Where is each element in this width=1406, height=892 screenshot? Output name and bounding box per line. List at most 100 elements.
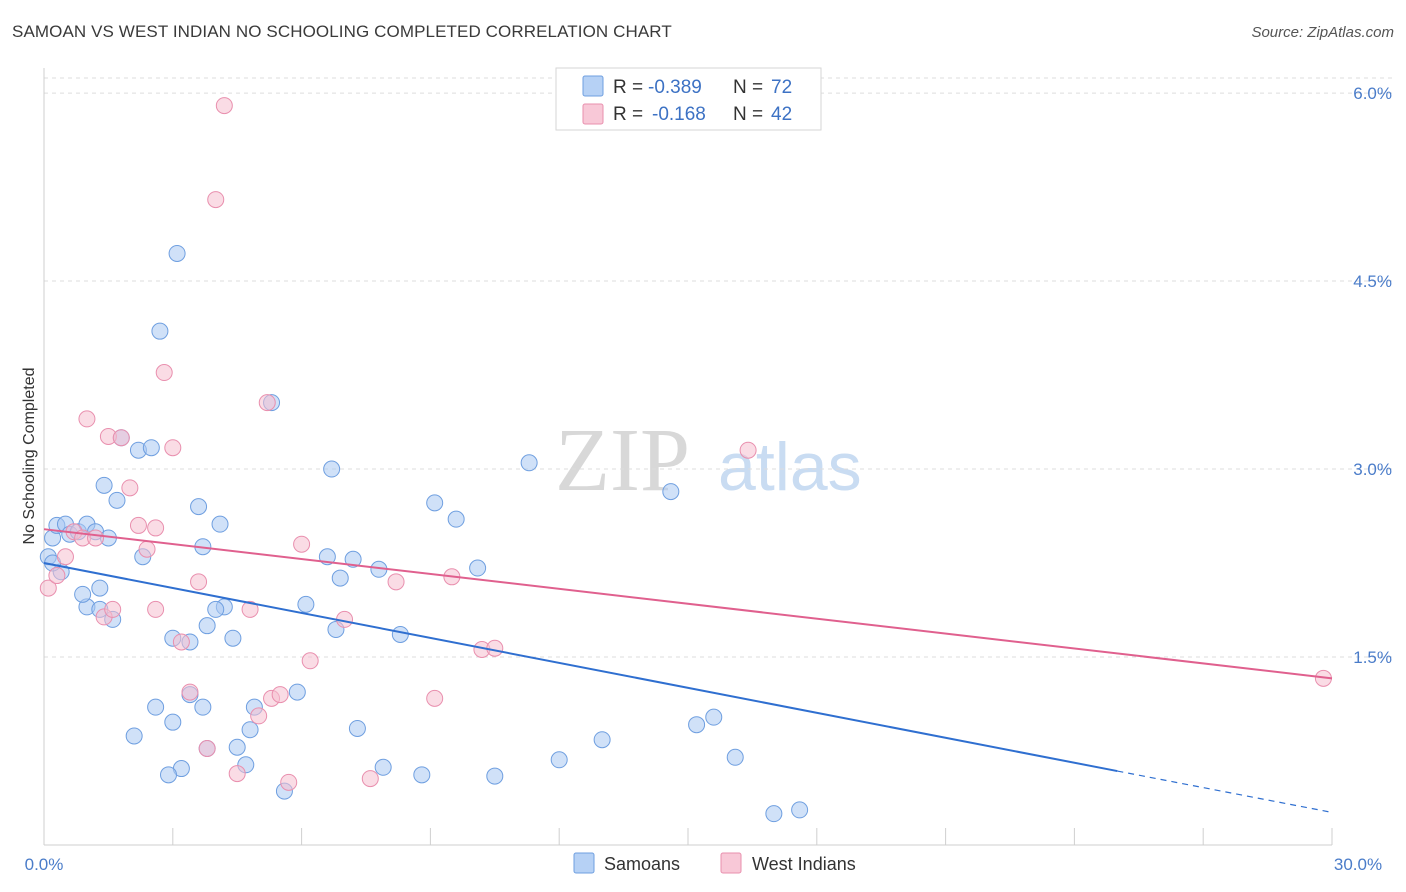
legend-r-value-samoans: -0.389 — [648, 77, 702, 98]
y-axis-label: No Schooling Completed — [21, 368, 38, 545]
watermark: ZIP atlas — [555, 411, 862, 510]
point-west-indians-31 — [293, 535, 311, 553]
point-samoans-55 — [688, 716, 706, 734]
point-west-indians-25 — [241, 600, 259, 618]
point-samoans-20 — [151, 322, 169, 340]
legend-n-label-west-indians: N = — [733, 104, 768, 125]
point-samoans-21 — [168, 244, 186, 262]
point-samoans-13 — [108, 491, 126, 509]
point-samoans-50 — [486, 767, 504, 785]
x-tick-label-min: 0.0% — [25, 855, 64, 874]
point-samoans-59 — [791, 801, 809, 819]
point-samoans-39 — [323, 460, 341, 478]
point-samoans-56 — [705, 708, 723, 726]
point-west-indians-29 — [271, 686, 289, 704]
chart-source: Source: ZipAtlas.com — [1251, 24, 1394, 41]
point-west-indians-27 — [258, 394, 276, 412]
series-legend: Samoans West Indians — [573, 852, 856, 874]
point-samoans-27 — [207, 600, 225, 618]
legend-row-west-indians: R = -0.168 N = 42 — [613, 104, 792, 125]
correlation-legend: R = -0.389 N = 72 R = -0.168 N = 42 — [555, 67, 822, 131]
point-west-indians-36 — [426, 689, 444, 707]
bottom-legend-swatch-west-indians — [720, 852, 742, 874]
point-samoans-69 — [288, 683, 306, 701]
point-west-indians-13 — [138, 540, 156, 558]
point-samoans-34 — [224, 629, 242, 647]
point-samoans-68 — [160, 766, 178, 784]
watermark-atlas: atlas — [718, 429, 862, 505]
point-samoans-43 — [344, 550, 362, 568]
y-axis-tick-labels: 1.5% 3.0% 4.5% 6.0% — [1353, 84, 1392, 667]
point-samoans-24 — [211, 515, 229, 533]
legend-swatch-west-indians — [582, 103, 604, 125]
point-samoans-22 — [190, 498, 208, 516]
point-west-indians-1 — [48, 567, 66, 585]
point-samoans-46 — [413, 766, 431, 784]
y-tick-label-1: 3.0% — [1353, 460, 1392, 479]
point-west-indians-21 — [198, 740, 216, 758]
point-west-indians-34 — [361, 770, 379, 788]
point-samoans-66 — [228, 738, 246, 756]
gridlines — [44, 77, 1392, 658]
x-axis-ticks — [43, 828, 1333, 845]
point-west-indians-5 — [78, 410, 96, 428]
point-west-indians-22 — [207, 191, 225, 209]
point-west-indians-2 — [56, 548, 74, 566]
legend-swatch-samoans — [582, 75, 604, 97]
point-west-indians-11 — [104, 600, 122, 618]
point-west-indians-9 — [121, 479, 139, 497]
point-west-indians-0 — [39, 579, 57, 597]
point-samoans-54 — [662, 483, 680, 501]
trend-lines — [43, 528, 1333, 814]
point-west-indians-6 — [87, 529, 105, 547]
point-west-indians-32 — [301, 652, 319, 670]
point-west-indians-23 — [215, 97, 233, 115]
point-west-indians-30 — [280, 773, 298, 791]
y-tick-label-2: 4.5% — [1353, 272, 1392, 291]
point-samoans-61 — [147, 698, 165, 716]
point-samoans-48 — [447, 510, 465, 528]
trend-line-samoans-extension — [1117, 770, 1333, 814]
point-west-indians-40 — [739, 441, 757, 459]
chart-title: SAMOAN VS WEST INDIAN NO SCHOOLING COMPL… — [12, 22, 672, 41]
point-samoans-51 — [520, 454, 538, 472]
point-samoans-58 — [765, 805, 783, 823]
point-samoans-47 — [426, 494, 444, 512]
point-samoans-18 — [74, 585, 92, 603]
legend-n-value-west-indians: 42 — [771, 104, 792, 125]
legend-n-label-samoans: N = — [733, 77, 768, 98]
point-west-indians-8 — [112, 429, 130, 447]
point-west-indians-17 — [147, 600, 165, 618]
trend-line-samoans — [43, 562, 1118, 773]
point-samoans-12 — [95, 476, 113, 494]
point-west-indians-26 — [250, 707, 268, 725]
legend-n-value-samoans: 72 — [771, 77, 792, 98]
bottom-legend-label-west-indians: West Indians — [752, 854, 856, 874]
y-tick-label-3: 6.0% — [1353, 84, 1392, 103]
legend-row-samoans: R = -0.389 N = 72 — [613, 77, 792, 98]
point-samoans-60 — [125, 727, 143, 745]
point-samoans-16 — [142, 439, 160, 457]
point-west-indians-24 — [228, 765, 246, 783]
point-west-indians-19 — [181, 683, 199, 701]
point-samoans-44 — [374, 758, 392, 776]
point-samoans-42 — [348, 719, 366, 737]
point-samoans-57 — [726, 748, 744, 766]
point-samoans-36 — [297, 595, 315, 613]
x-tick-label-max: 30.0% — [1334, 855, 1382, 874]
point-west-indians-35 — [387, 573, 405, 591]
point-samoans-30 — [194, 698, 212, 716]
point-samoans-45 — [391, 625, 409, 643]
point-west-indians-18 — [172, 633, 190, 651]
trend-line-west-indians — [43, 528, 1333, 680]
legend-r-label-west-indians: R = — [613, 104, 648, 125]
legend-r-value-west-indians: -0.168 — [652, 104, 706, 125]
point-samoans-38 — [331, 569, 349, 587]
y-tick-label-0: 1.5% — [1353, 648, 1392, 667]
bottom-legend-swatch-samoans — [573, 852, 595, 874]
point-west-indians-39 — [486, 639, 504, 657]
point-west-indians-20 — [190, 573, 208, 591]
point-samoans-62 — [164, 713, 182, 731]
point-samoans-26 — [198, 617, 216, 635]
